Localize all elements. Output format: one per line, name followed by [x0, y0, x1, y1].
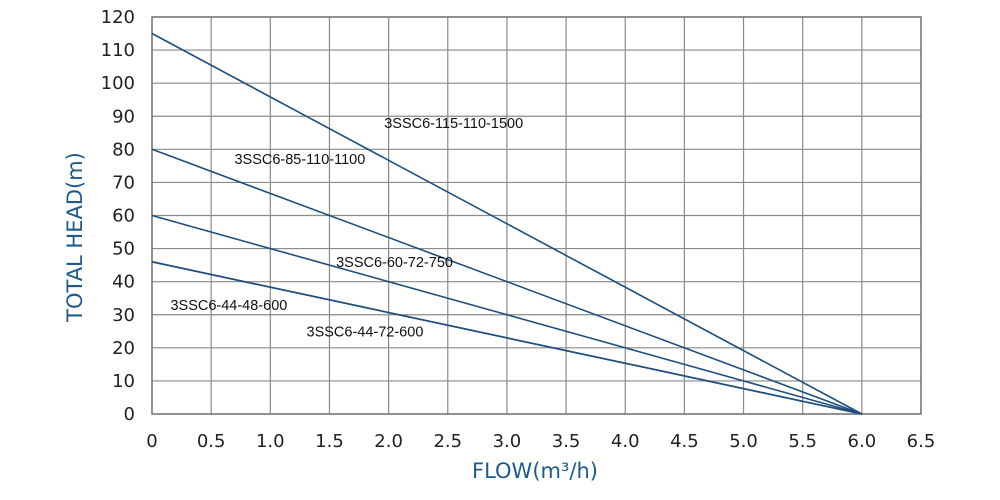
x-tick-label: 5.0 — [729, 431, 758, 452]
y-tick-label: 60 — [112, 206, 135, 227]
y-tick-label: 10 — [112, 371, 135, 392]
x-tick-label: 0 — [146, 431, 157, 452]
x-tick-label: 1.5 — [315, 431, 344, 452]
x-tick-label: 2.5 — [433, 431, 462, 452]
series-labels: 3SSC6-115-110-1500 3SSC6-85-110-1100 3SSC6… — [170, 116, 523, 340]
x-tick-label: 4.0 — [611, 431, 640, 452]
y-tick-label: 120 — [101, 7, 135, 28]
x-tick-label: 3.5 — [552, 431, 581, 452]
grid — [151, 16, 922, 415]
series-label: 3SSC6-44-72-600 — [307, 324, 424, 340]
series-line — [151, 214, 863, 415]
y-tick-label: 100 — [101, 73, 135, 94]
x-tick-label: 3.0 — [493, 431, 522, 452]
series-line — [151, 261, 862, 415]
series-label: 3SSC6-85-110-1100 — [234, 152, 365, 168]
y-tick-label: 40 — [112, 272, 135, 293]
series-label: 3SSC6-44-48-600 — [170, 298, 287, 314]
y-tick-label: 90 — [112, 106, 135, 127]
y-tick-label: 70 — [112, 172, 135, 193]
x-tick-label: 4.5 — [670, 431, 699, 452]
x-axis-ticks: 0 0.5 1.0 1.5 2.0 2.5 3.0 3.5 4.0 4.5 5.0 5.5 6.0 6.5 — [146, 431, 935, 452]
series-line — [151, 32, 863, 415]
series-lines — [151, 32, 863, 415]
y-tick-label: 20 — [112, 338, 135, 359]
x-tick-label: 2.0 — [374, 431, 403, 452]
y-tick-label: 110 — [101, 40, 135, 61]
y-tick-label: 0 — [124, 404, 135, 425]
x-axis-title: FLOW(m³/h) — [472, 459, 598, 483]
x-tick-label: 0.5 — [197, 431, 226, 452]
series-label: 3SSC6-60-72-750 — [336, 255, 453, 271]
x-tick-label: 6.5 — [907, 431, 936, 452]
y-tick-label: 50 — [112, 239, 135, 260]
x-tick-label: 5.5 — [788, 431, 817, 452]
x-tick-label: 1.0 — [256, 431, 285, 452]
series-line — [151, 148, 863, 415]
y-tick-label: 30 — [112, 305, 135, 326]
y-tick-label: 80 — [112, 139, 135, 160]
series-label: 3SSC6-115-110-1500 — [384, 116, 523, 132]
y-axis-ticks: 0 10 20 30 40 50 60 70 80 90 100 110 120 — [101, 7, 135, 425]
y-axis-title: TOTAL HEAD(m) — [63, 152, 87, 323]
x-tick-label: 6.0 — [848, 431, 877, 452]
